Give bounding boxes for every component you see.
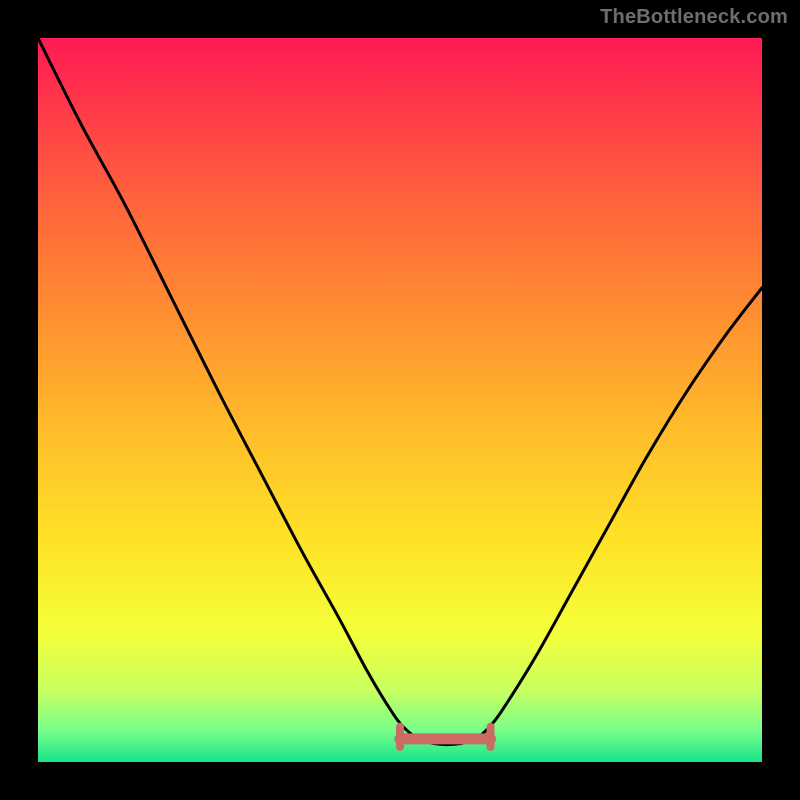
chart-stage: TheBottleneck.com <box>0 0 800 800</box>
plot-area <box>38 38 762 762</box>
watermark-text: TheBottleneck.com <box>600 6 788 29</box>
gradient-background <box>38 38 762 762</box>
plot-svg <box>38 38 762 762</box>
